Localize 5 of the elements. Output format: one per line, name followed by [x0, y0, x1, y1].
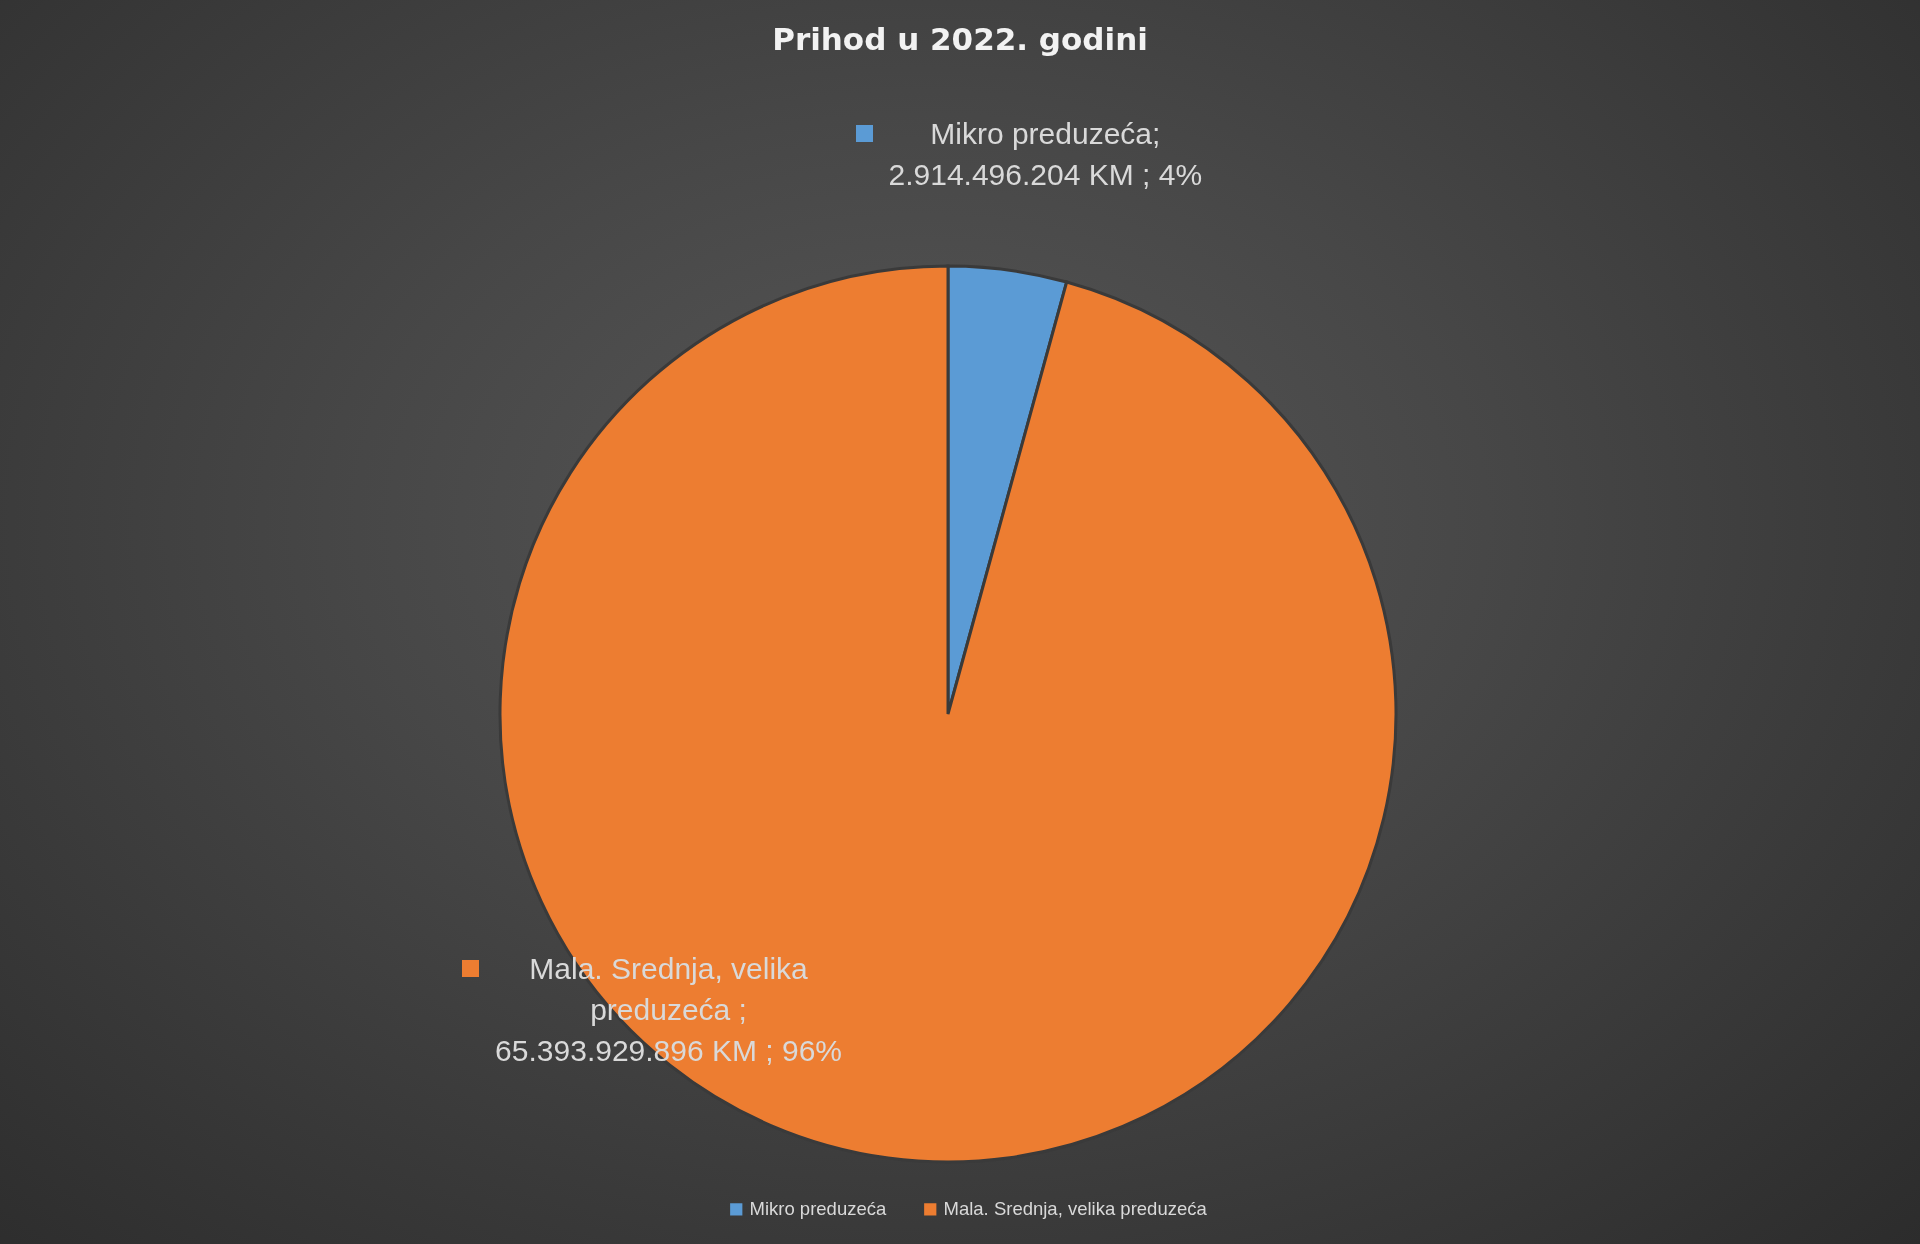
legend-label: Mikro preduzeća — [749, 1198, 887, 1220]
pie-slice — [498, 264, 1398, 1163]
data-label: Mikro preduzeća; 2.914.496.204 KM ; 4% — [888, 117, 1203, 192]
slice-label: Mala. Srednja, velika preduzeća — [943, 1198, 1208, 1220]
chart-title: Prihod u 2022. godini — [772, 21, 1148, 57]
